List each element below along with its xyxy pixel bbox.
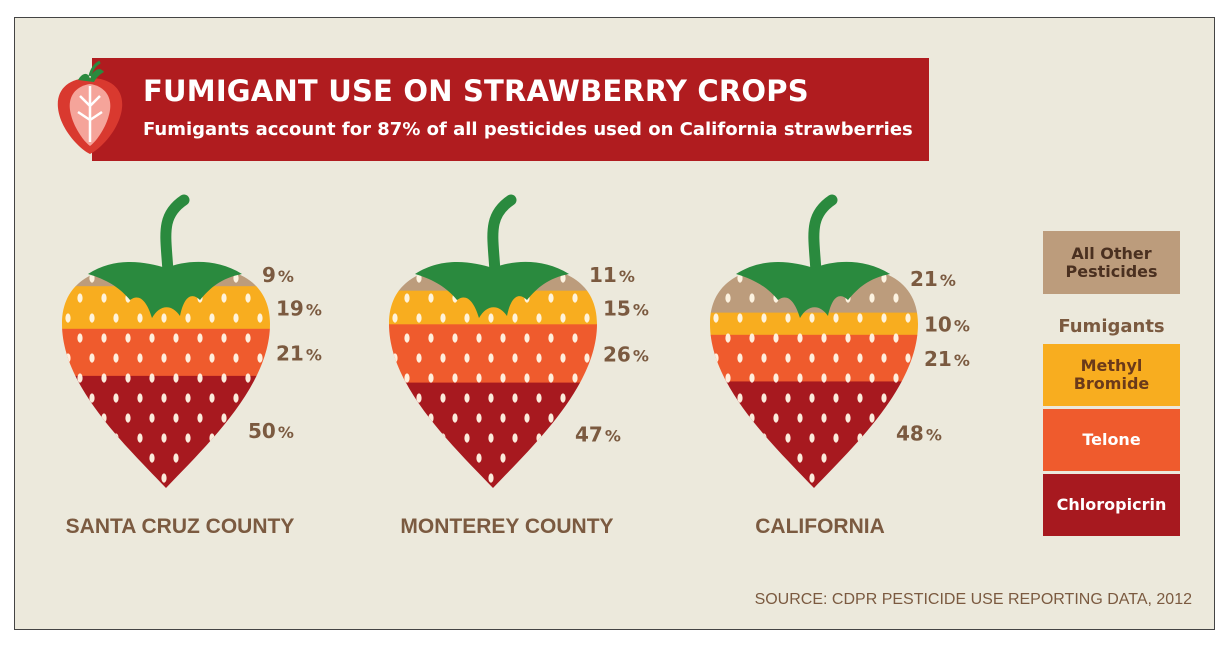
strawberry-half-icon: [57, 60, 123, 154]
legend-item-telone: Telone: [1043, 409, 1180, 471]
page-title: FUMIGANT USE ON STRAWBERRY CROPS: [143, 74, 809, 108]
leaf-icon: [736, 194, 890, 318]
strawberry-chart: 21 % 10 % 21 % 48 % CALIFORNIA: [710, 194, 970, 538]
legend-item-chloropicrin: Chloropicrin: [1043, 474, 1180, 536]
value-label: 11%: [589, 263, 635, 287]
value-label: 15%: [603, 296, 649, 320]
legend-all-other-label: All Other Pesticides: [1065, 243, 1158, 281]
title-banner: [92, 58, 929, 161]
legend-item-methyl-bromide: Methyl Bromide: [1043, 344, 1180, 406]
legend-heading: Fumigants: [1058, 316, 1165, 337]
legend-item-label: Methyl Bromide: [1073, 356, 1150, 393]
source-note: SOURCE: CDPR PESTICIDE USE REPORTING DAT…: [754, 591, 1192, 608]
value-label: 21%: [276, 341, 322, 365]
value-label: 21%: [910, 267, 956, 291]
leaf-icon: [415, 194, 569, 318]
strawberry-chart: 11 % 15 % 26 % 47 % MONTEREY COUNTY: [389, 194, 649, 538]
value-label: 48%: [896, 422, 942, 446]
category-label: SANTA CRUZ COUNTY: [66, 515, 295, 538]
category-label: MONTEREY COUNTY: [400, 515, 613, 538]
segment-chloropicrin: [62, 375, 270, 488]
legend-all-other: All Other Pesticides: [1043, 231, 1180, 294]
page-subtitle: Fumigants account for 87% of all pestici…: [143, 119, 913, 140]
value-label: 10%: [924, 313, 970, 337]
legend-item-label: Telone: [1082, 430, 1141, 449]
value-label: 19%: [276, 296, 322, 320]
value-label: 47%: [575, 422, 621, 446]
value-label: 26%: [603, 342, 649, 366]
value-label: 50%: [248, 419, 294, 443]
category-label: CALIFORNIA: [755, 515, 885, 538]
segment-telone: [62, 328, 270, 377]
value-label: 9%: [262, 263, 294, 287]
strawberry-chart: 9 % 19 % 21 % 50 % SANTA CRUZ COUNTY: [62, 194, 322, 538]
value-label: 21%: [924, 347, 970, 371]
leaf-icon: [88, 194, 242, 318]
legend-item-label: Chloropicrin: [1056, 495, 1167, 514]
